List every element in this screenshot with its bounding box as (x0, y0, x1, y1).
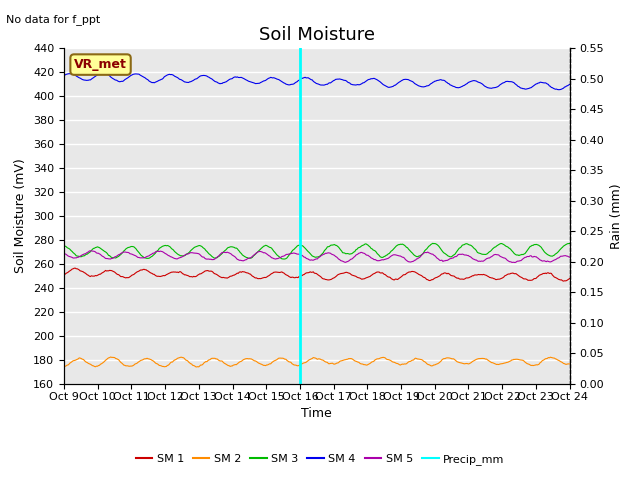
SM 3 (305, 249, 312, 254)
SM 2 (302, 360, 310, 365)
SM 4 (555, 87, 563, 93)
SM 1 (560, 278, 568, 284)
SM 2 (566, 361, 573, 367)
Text: VR_met: VR_met (74, 58, 127, 71)
SM 3 (429, 240, 436, 246)
SM 4 (476, 80, 483, 85)
SM 5 (60, 251, 68, 256)
SM 2 (556, 358, 563, 364)
SM 5 (362, 252, 370, 258)
SM 2 (477, 356, 484, 361)
SM 3 (477, 251, 484, 256)
Title: Soil Moisture: Soil Moisture (259, 25, 375, 44)
SM 1 (555, 276, 563, 282)
SM 5 (511, 260, 519, 265)
SM 5 (305, 256, 312, 262)
Line: SM 5: SM 5 (64, 251, 570, 263)
SM 3 (362, 241, 370, 247)
Y-axis label: Soil Moisture (mV): Soil Moisture (mV) (15, 158, 28, 274)
SM 3 (566, 240, 573, 246)
SM 5 (556, 254, 563, 260)
Line: SM 4: SM 4 (64, 73, 570, 90)
SM 1 (362, 275, 370, 281)
SM 2 (336, 359, 344, 364)
SM 1 (305, 270, 312, 276)
SM 1 (566, 276, 573, 281)
Line: SM 2: SM 2 (64, 357, 570, 367)
SM 3 (335, 244, 342, 250)
SM 4 (301, 74, 309, 80)
SM 1 (71, 265, 79, 271)
Line: SM 1: SM 1 (64, 268, 570, 281)
Text: No data for f_ppt: No data for f_ppt (6, 14, 100, 25)
SM 3 (280, 256, 288, 262)
SM 2 (107, 354, 115, 360)
SM 3 (556, 247, 563, 253)
SM 2 (305, 357, 313, 363)
SM 3 (301, 245, 309, 251)
SM 1 (60, 272, 68, 278)
Legend: SM 1, SM 2, SM 3, SM 4, SM 5, Precip_mm: SM 1, SM 2, SM 3, SM 4, SM 5, Precip_mm (131, 450, 509, 469)
SM 4 (335, 76, 342, 82)
SM 1 (301, 271, 309, 276)
SM 1 (476, 272, 483, 277)
SM 5 (566, 254, 573, 260)
SM 4 (100, 70, 108, 76)
X-axis label: Time: Time (301, 407, 332, 420)
SM 5 (476, 258, 483, 264)
SM 4 (362, 78, 370, 84)
SM 2 (60, 364, 68, 370)
SM 4 (60, 72, 68, 78)
Y-axis label: Rain (mm): Rain (mm) (610, 183, 623, 249)
SM 2 (193, 364, 200, 370)
Line: SM 3: SM 3 (64, 243, 570, 259)
SM 5 (301, 254, 309, 260)
SM 2 (363, 362, 371, 368)
SM 3 (60, 243, 68, 249)
SM 4 (566, 82, 573, 87)
SM 5 (88, 248, 95, 254)
SM 5 (335, 256, 342, 262)
SM 4 (556, 87, 563, 93)
SM 4 (305, 75, 312, 81)
SM 1 (335, 272, 342, 277)
